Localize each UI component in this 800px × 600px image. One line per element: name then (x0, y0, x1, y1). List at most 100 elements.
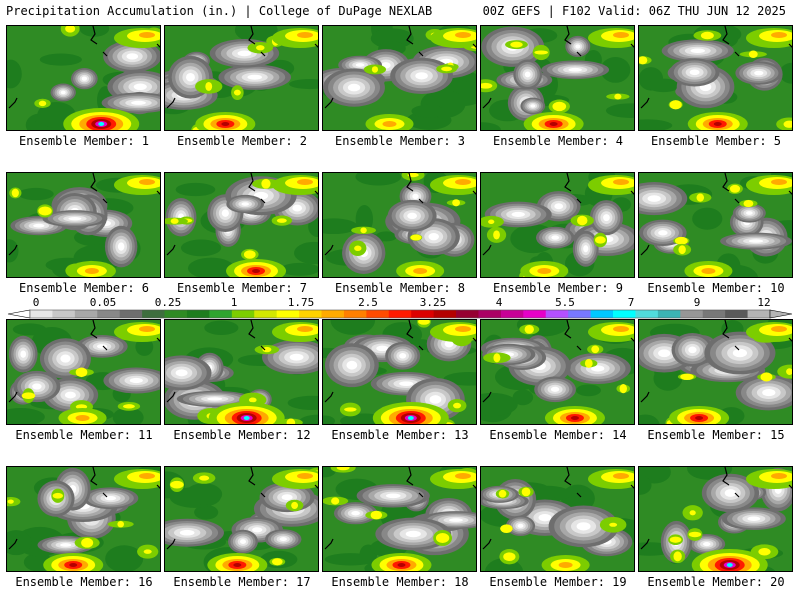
precip-field (323, 320, 476, 424)
colorbar-segment (321, 310, 345, 318)
ensemble-member-map (6, 319, 161, 425)
coastline (482, 173, 634, 256)
ensemble-member-label: Ensemble Member: 11 (15, 428, 153, 442)
ensemble-member-label: Ensemble Member: 9 (492, 281, 624, 295)
coastline (324, 320, 476, 403)
colorbar-tick-label: 4 (495, 296, 503, 309)
ensemble-member-map (164, 319, 319, 425)
ensemble-member-label: Ensemble Member: 15 (647, 428, 785, 442)
ensemble-member-map (638, 319, 793, 425)
colorbar-segment (30, 310, 53, 318)
ensemble-member-map (322, 25, 477, 131)
colorbar-segment (590, 310, 614, 318)
precip-field (639, 320, 792, 424)
coastline (640, 173, 792, 256)
colorbar-segment (657, 310, 681, 318)
precip-field (7, 173, 160, 277)
colorbar-tick-label: 0 (32, 296, 40, 309)
colorbar-segment (545, 310, 569, 318)
ensemble-member-map (6, 172, 161, 278)
ensemble-member-map (6, 466, 161, 572)
colorbar-segment (568, 310, 592, 318)
precip-field (165, 467, 318, 571)
coastline (8, 320, 160, 403)
ensemble-member-map (480, 319, 635, 425)
colorbar-segment (142, 310, 166, 318)
model-run-info: 00Z GEFS | F102 Valid: 06Z THU JUN 12 20… (482, 4, 786, 18)
precip-field (481, 320, 634, 424)
colorbar-tick-label: 2.5 (358, 296, 378, 309)
ensemble-member-label: Ensemble Member: 19 (489, 575, 627, 589)
colorbar-segment (74, 310, 98, 318)
colorbar-segment (186, 310, 210, 318)
colorbar-segment (523, 310, 547, 318)
colorbar-segment (613, 310, 636, 318)
map-title: Precipitation Accumulation (in.) | Colle… (6, 4, 433, 18)
ensemble-member-label: Ensemble Member: 18 (331, 575, 469, 589)
colorbar-segment (388, 310, 412, 318)
ensemble-member-label: Ensemble Member: 7 (176, 281, 308, 295)
ensemble-member-label: Ensemble Member: 20 (647, 575, 785, 589)
colorbar-segment (433, 310, 457, 318)
precip-colorbar (7, 309, 793, 319)
coastline (166, 173, 318, 256)
ensemble-member-label: Ensemble Member: 3 (334, 134, 466, 148)
colorbar-segment (209, 310, 233, 318)
coastline (8, 173, 160, 256)
ensemble-member-label: Ensemble Member: 12 (173, 428, 311, 442)
ensemble-member-map (480, 172, 635, 278)
colorbar-tick-label: 3.25 (419, 296, 447, 309)
ensemble-member-map (322, 466, 477, 572)
coastline (324, 467, 476, 550)
colorbar-segment (254, 310, 278, 318)
precip-field (165, 173, 318, 277)
ensemble-member-map (638, 466, 793, 572)
colorbar-segment (702, 310, 726, 318)
colorbar-segment (725, 310, 749, 318)
ensemble-member-label: Ensemble Member: 16 (15, 575, 153, 589)
colorbar-segment (119, 310, 143, 318)
colorbar-segment (456, 310, 479, 318)
ensemble-member-label: Ensemble Member: 5 (650, 134, 782, 148)
precip-field (7, 320, 160, 424)
precip-field (481, 173, 634, 277)
colorbar-segment (231, 310, 255, 318)
colorbar-segment (164, 310, 188, 318)
ensemble-member-label: Ensemble Member: 4 (492, 134, 624, 148)
ensemble-member-map (638, 25, 793, 131)
colorbar-tick-label: 0.25 (154, 296, 182, 309)
ensemble-member-map (480, 25, 635, 131)
colorbar-tick-label: 9 (693, 296, 701, 309)
colorbar-tick-label: 5.5 (555, 296, 575, 309)
precip-field (7, 467, 160, 571)
colorbar-segment (747, 310, 771, 318)
coastline (482, 320, 634, 403)
colorbar-tick-label: 1 (230, 296, 238, 309)
ensemble-member-label: Ensemble Member: 13 (331, 428, 469, 442)
colorbar-segment (635, 310, 659, 318)
ensemble-member-label: Ensemble Member: 6 (18, 281, 150, 295)
colorbar-segment (478, 310, 502, 318)
precip-field (639, 467, 792, 571)
ensemble-member-label: Ensemble Member: 14 (489, 428, 627, 442)
coastline (166, 320, 318, 403)
colorbar-segment (500, 310, 524, 318)
coastline (8, 26, 160, 109)
coastline (166, 26, 318, 109)
ensemble-member-map (6, 25, 161, 131)
colorbar-tick-label: 12 (757, 296, 771, 309)
precip-field (323, 173, 476, 277)
ensemble-member-label: Ensemble Member: 2 (176, 134, 308, 148)
precip-field (7, 26, 160, 130)
colorbar-segment (343, 310, 367, 318)
ensemble-member-map (164, 466, 319, 572)
colorbar-tick-labels: 0 0.05 0.25 1 1.75 2.5 3.25 4 5.5 7 9 12 (0, 296, 800, 309)
ensemble-member-map (480, 466, 635, 572)
precip-field (481, 467, 634, 571)
precip-field (481, 26, 634, 130)
colorbar-segment (276, 310, 300, 318)
ensemble-member-map (164, 25, 319, 131)
ensemble-member-map (638, 172, 793, 278)
colorbar-tick-label: 7 (627, 296, 635, 309)
coastline (324, 26, 476, 109)
